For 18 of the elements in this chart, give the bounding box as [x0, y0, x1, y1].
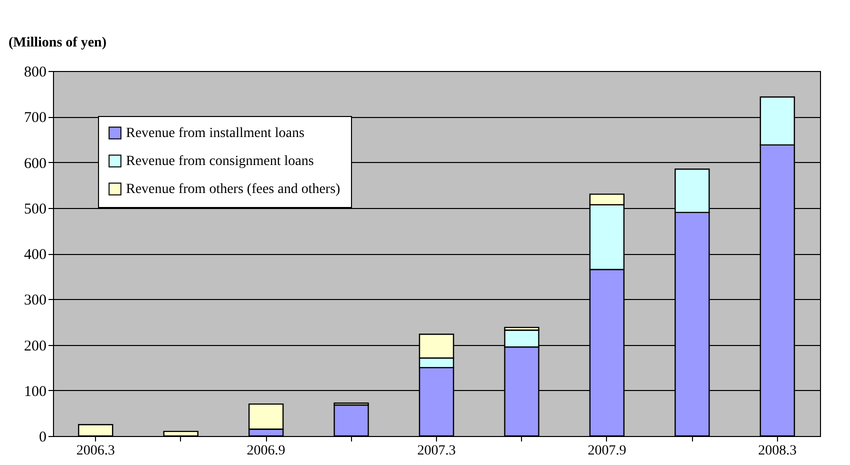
y-tick-label: 100	[24, 384, 46, 400]
y-tick-label: 300	[24, 292, 46, 309]
x-tick-label: 2008.3	[758, 444, 797, 458]
x-tick-label: 2006.3	[76, 444, 115, 458]
y-tick-label: 600	[24, 156, 46, 172]
legend-label: Revenue from others (fees and others)	[126, 182, 341, 197]
y-tick-label: 800	[24, 64, 46, 80]
x-tick-label: 2007.9	[588, 444, 626, 458]
legend-label: Revenue from consignment loans	[126, 154, 314, 169]
y-axis-title: (Millions of yen)	[8, 36, 107, 50]
y-tick-label: 400	[24, 247, 46, 263]
y-tick-label: 500	[24, 201, 46, 218]
y-tick-label: 200	[24, 338, 46, 354]
y-tick-label: 0	[39, 430, 46, 446]
legend-label: Revenue from installment loans	[126, 126, 304, 141]
y-tick-label: 700	[24, 110, 46, 126]
x-tick-label: 2006.9	[246, 444, 286, 458]
x-tick-label: 2007.3	[417, 444, 456, 458]
